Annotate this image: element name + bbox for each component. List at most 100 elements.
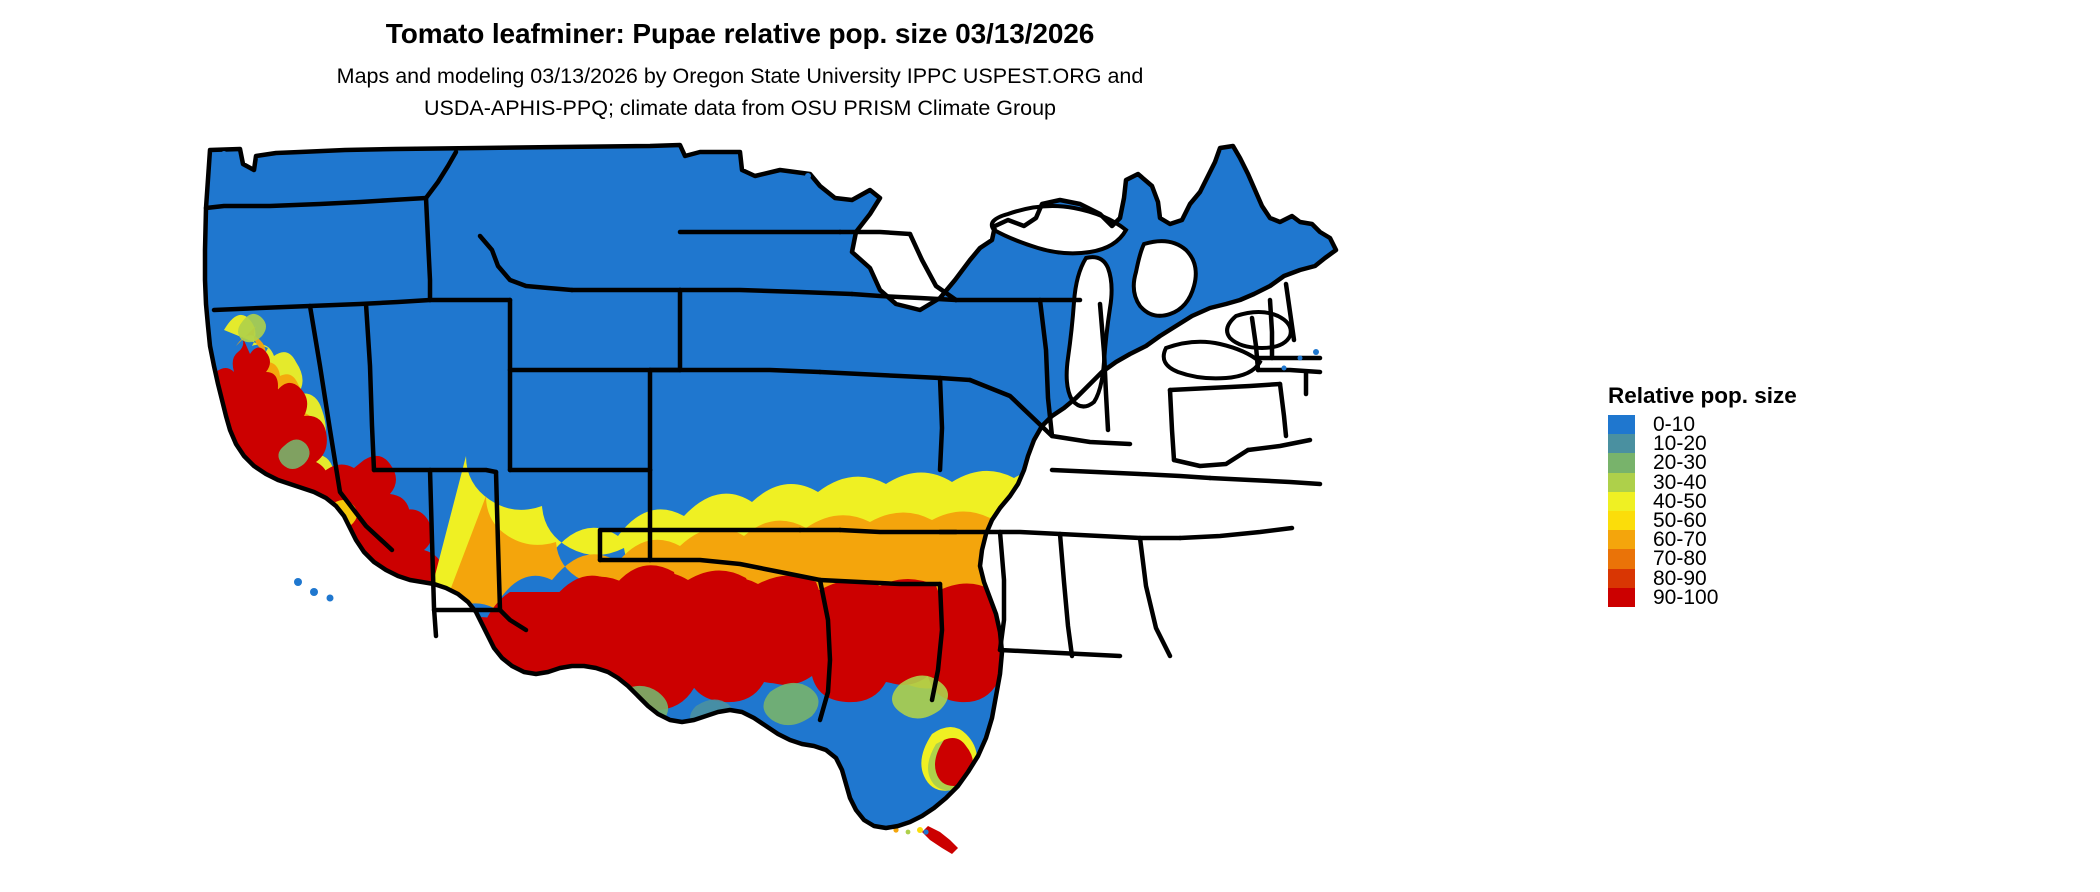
florida-keys-chain [893,826,958,854]
border-ny-vt [1249,315,1261,373]
key-dot-2 [905,829,911,835]
border-ok-tx-panhandle [597,527,653,563]
legend-title: Relative pop. size [1608,383,1797,408]
border-id-or-wy [423,195,433,303]
border-la-ms [929,581,945,703]
legend-label-60-70: 60-70 [1653,528,1707,552]
legend-swatch-20-30 [1608,453,1635,473]
border-oh-pa-wv [1167,387,1177,463]
legend-item-70-80[interactable]: 70-80 [1608,547,1926,571]
lake-erie [1161,339,1263,381]
legend-label-20-30: 20-30 [1653,451,1707,475]
border-mo-ar [817,369,973,383]
border-ga-sc [1137,535,1173,659]
legend-label-70-80: 70-80 [1653,547,1707,571]
border-tx-la [817,577,833,723]
border-mn-border [837,229,913,237]
legend-label-40-50: 40-50 [1653,489,1707,513]
page-subtitle: Maps and modeling 03/13/2026 by Oregon S… [0,60,1480,124]
risk-core-sflorida [935,738,974,786]
border-in-oh [1097,301,1111,433]
legend-swatch-10-20 [1608,434,1635,454]
legend-item-30-40[interactable]: 30-40 [1608,470,1926,494]
legend-swatch-40-50 [1608,491,1635,511]
border-nm-tx-b [497,607,529,633]
legend-swatch-50-60 [1608,510,1635,531]
border-ok-tx [597,557,823,583]
border-va-nc [1207,475,1323,487]
border-wa-or [203,195,429,211]
border-az-nm [427,467,439,639]
legend-label-10-20: 10-20 [1653,432,1707,456]
lake-ontario [1225,310,1293,351]
border-id-wy [477,233,575,293]
page-title: Tomato leafminer: Pupae relative pop. si… [385,18,1095,49]
legend-label-30-40: 30-40 [1653,470,1707,494]
lake-michigan [1064,255,1114,409]
legend-swatch-30-40 [1608,472,1635,492]
legend-item-90-100[interactable]: 90-100 [1608,585,1926,609]
legend-item-60-70[interactable]: 60-70 [1608,528,1926,552]
key-dot-3 [917,827,923,833]
legend-item-80-90[interactable]: 80-90 [1608,566,1926,590]
legend-item-40-50[interactable]: 40-50 [1608,489,1926,513]
border-nh-me [1283,281,1297,343]
island-dot-3 [1313,349,1319,355]
border-nv-ut [363,301,377,473]
legend-label-50-60: 50-60 [1653,508,1707,532]
risk-trans-south-b [763,682,819,726]
offshore-islands [221,151,1319,602]
border-sd-ne [677,287,855,297]
risk-core-rio-grande [525,791,566,825]
risk-region-rio-grande [515,782,568,827]
border-id-mt [423,149,459,201]
border-md-va [1245,437,1313,453]
us-landmass-fill [205,145,1336,828]
legend-swatch-90-100 [1608,587,1635,607]
border-ca-nv [307,303,395,553]
legend-item-50-60[interactable]: 50-60 [1608,508,1926,532]
legend-label-0-10: 0-10 [1653,413,1696,436]
border-az-ut-nm [371,467,499,475]
risk-fringe-rio-grande [515,782,568,827]
state-boundaries [202,142,1339,831]
island-channel-2 [310,588,318,596]
border-ne-ks [647,367,823,375]
subtitle-line-2: USDA-APHIS-PPQ; climate data from OSU PR… [423,96,1057,120]
legend-label-80-90: 80-90 [1653,566,1707,590]
border-ar-ms [817,577,943,587]
border-ga-fl [997,647,1123,659]
border-ma-ct [1255,367,1323,375]
legend-items: 0-10 10-20 20-30 30-40 40-50 50-60 60-70 70-80 8… [1608,413,1926,609]
lake-huron [1131,239,1198,318]
island-dot-1 [221,151,227,157]
legend-swatch-60-70 [1608,530,1635,550]
legend-item-20-30[interactable]: 20-30 [1608,451,1926,475]
risk-mid-ca-a [238,313,266,343]
island-dot-5 [1281,365,1287,371]
border-nm-tx [431,469,503,613]
key-dot-4 [923,829,929,835]
legend-item-10-20[interactable]: 10-20 [1608,432,1926,456]
island-channel-3 [326,594,334,602]
border-or-ca-nv [211,297,433,313]
legend-swatch-70-80 [1608,549,1635,569]
map-legend: Relative pop. size 0-10 10-20 20-30 30-40 40… [1596,383,1926,609]
border-il-ky [967,377,1133,447]
risk-mid-ca-b [278,439,310,469]
map-canvas [180,140,1510,880]
legend-item-0-10[interactable]: 0-10 [1608,413,1926,436]
great-lakes [989,204,1293,409]
island-channel-1 [294,578,302,586]
border-mo-vert [937,375,945,473]
keys-red [922,826,958,854]
subtitle-line-1: Maps and modeling 03/13/2026 by Oregon S… [336,64,1144,88]
legend-label-90-100: 90-100 [1653,585,1719,609]
island-dot-4 [1297,355,1303,361]
map-base-landmass [205,145,1336,828]
island-dot-2 [805,173,811,179]
legend-swatch-0-10 [1608,415,1635,435]
legend-swatch-80-90 [1608,568,1635,588]
border-al-ga-vert [1057,531,1075,659]
